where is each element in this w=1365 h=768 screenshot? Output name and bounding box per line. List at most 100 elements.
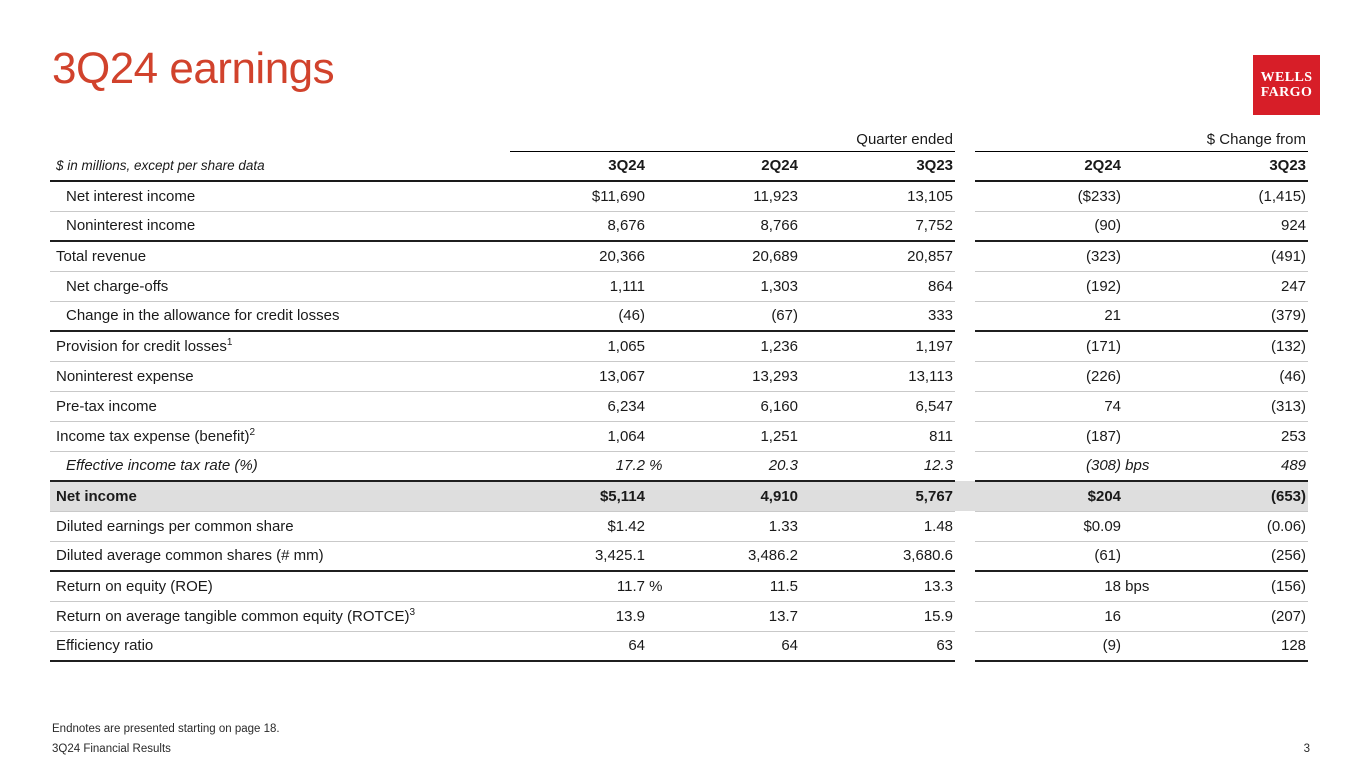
column-gap (955, 421, 975, 451)
cell-value: 17.2 % (510, 451, 663, 482)
cell-value: (1,415) (1123, 181, 1309, 212)
cell-value: 13,105 (800, 181, 956, 212)
table-row: Return on average tangible common equity… (50, 601, 1309, 632)
column-header-2q24: 2Q24 (647, 151, 800, 182)
cell-value: 7,752 (800, 211, 956, 242)
wells-fargo-logo: WELLS FARGO (1253, 55, 1320, 115)
cell-value: 13,067 (510, 361, 647, 392)
table-row: Efficiency ratio 64 64 63 (9) 128 (50, 631, 1309, 662)
cell-value: (0.06) (1123, 511, 1309, 542)
cell-value: 20,857 (800, 241, 956, 272)
cell-value: 20.3 (647, 451, 800, 482)
column-header-change-3q23: 3Q23 (1123, 151, 1309, 182)
page-title: 3Q24 earnings (52, 44, 335, 93)
cell-value: (90) (975, 211, 1124, 242)
cell-value: 1,064 (510, 421, 647, 452)
column-gap (955, 571, 975, 601)
cell-value: 1,065 (510, 331, 647, 362)
column-gap (955, 361, 975, 391)
cell-value: 20,366 (510, 241, 647, 272)
cell-value: (46) (510, 301, 647, 332)
table-row: Noninterest income 8,676 8,766 7,752 (90) 924 (50, 211, 1309, 242)
cell-value: 18 bps (975, 571, 1149, 602)
group-header-spacer (50, 128, 510, 151)
column-gap (955, 391, 975, 421)
column-header-row: $ in millions, except per share data 3Q2… (50, 151, 1309, 182)
cell-value: 64 (647, 631, 800, 662)
cell-value: $204 (975, 481, 1124, 512)
cell-value: 16 (975, 601, 1124, 632)
column-header-3q23: 3Q23 (800, 151, 956, 182)
deck-title: 3Q24 Financial Results (52, 743, 171, 755)
cell-value: 811 (800, 421, 956, 452)
cell-value: 128 (1123, 631, 1309, 662)
row-label: Return on equity (ROE) (50, 571, 510, 602)
column-gap (955, 151, 975, 181)
column-header-change-2q24: 2Q24 (975, 151, 1124, 182)
page-number: 3 (1303, 743, 1310, 755)
cell-value: (308) bps (975, 451, 1149, 482)
row-label: Diluted earnings per common share (50, 511, 510, 542)
cell-value: 253 (1123, 421, 1309, 452)
logo-line-2: FARGO (1260, 85, 1313, 100)
cell-value: 333 (800, 301, 956, 332)
table-row: Total revenue 20,366 20,689 20,857 (323) (491… (50, 241, 1309, 272)
cell-value: 1,236 (647, 331, 800, 362)
table-row: Diluted earnings per common share $1.42 1.… (50, 511, 1309, 542)
cell-value: 3,425.1 (510, 541, 647, 572)
column-gap (955, 451, 975, 481)
logo-line-1: WELLS (1260, 70, 1313, 85)
earnings-table: Quarter ended $ Change from $ in million… (50, 128, 1309, 662)
cell-value: (132) (1123, 331, 1309, 362)
column-gap (955, 211, 975, 241)
row-label: Income tax expense (benefit)2 (50, 421, 510, 452)
column-gap (955, 511, 975, 541)
table-row: Pre-tax income 6,234 6,160 6,547 74 (313) (50, 391, 1309, 422)
cell-value: 1.33 (647, 511, 800, 542)
cell-value: $0.09 (975, 511, 1124, 542)
cell-value: 64 (510, 631, 647, 662)
cell-value: 21 (975, 301, 1124, 332)
cell-value: (256) (1123, 541, 1309, 572)
cell-value: 3,486.2 (647, 541, 800, 572)
cell-value: 13,113 (800, 361, 956, 392)
cell-value: 11,923 (647, 181, 800, 212)
cell-value: (226) (975, 361, 1124, 392)
column-gap (955, 601, 975, 631)
cell-value: 20,689 (647, 241, 800, 272)
cell-value: (491) (1123, 241, 1309, 272)
row-label: Pre-tax income (50, 391, 510, 422)
endnote-text: Endnotes are presented starting on page … (52, 723, 280, 735)
group-header-row: Quarter ended $ Change from (50, 128, 1309, 152)
table-row: Diluted average common shares (# mm) 3,42… (50, 541, 1309, 572)
row-label: Diluted average common shares (# mm) (50, 541, 510, 572)
cell-value: (46) (1123, 361, 1309, 392)
row-label: Noninterest income (50, 211, 510, 242)
column-gap (955, 241, 975, 271)
cell-value: (379) (1123, 301, 1309, 332)
row-label: Noninterest expense (50, 361, 510, 392)
cell-value: (187) (975, 421, 1124, 452)
cell-value: (313) (1123, 391, 1309, 422)
cell-value: (192) (975, 271, 1124, 302)
table-row: Effective income tax rate (%) 17.2 % 20.3 1… (50, 451, 1309, 482)
column-gap (955, 181, 975, 211)
table-row: Change in the allowance for credit losse… (50, 301, 1309, 332)
cell-value: 1,111 (510, 271, 647, 302)
change-from-header: $ Change from (975, 128, 1309, 152)
cell-value: 11.5 (647, 571, 800, 602)
cell-value: (9) (975, 631, 1124, 662)
column-gap (955, 331, 975, 361)
table-row: Net interest income $11,690 11,923 13,105 ($… (50, 181, 1309, 212)
table-row: Provision for credit losses1 1,065 1,236 1,… (50, 331, 1309, 362)
cell-value: $1.42 (510, 511, 647, 542)
column-header-3q24: 3Q24 (510, 151, 647, 182)
cell-value: 864 (800, 271, 956, 302)
cell-value: (61) (975, 541, 1124, 572)
cell-value: 8,766 (647, 211, 800, 242)
table-row: Net charge-offs 1,111 1,303 864 (192) 247 (50, 271, 1309, 302)
row-label: Net interest income (50, 181, 510, 212)
column-gap (955, 631, 975, 661)
row-label: Change in the allowance for credit losse… (50, 301, 510, 332)
